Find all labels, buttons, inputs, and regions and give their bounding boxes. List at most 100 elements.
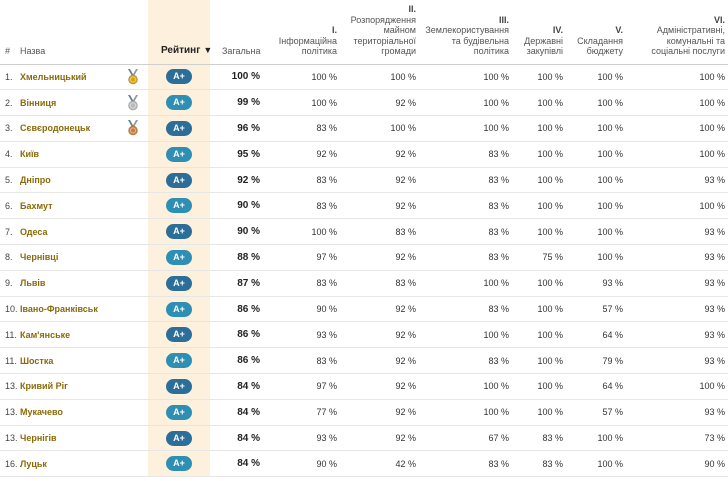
- policy-4-score: 75 %: [542, 252, 563, 263]
- header-policy-5[interactable]: V. Складання бюджету: [566, 0, 626, 65]
- policy-numeral: V.: [615, 25, 623, 35]
- table-row[interactable]: 1. Хмельницький A+ 100 % 100 % 100 % 100 % 100 …: [0, 64, 728, 90]
- policy-6-score: 93 %: [704, 329, 725, 340]
- policy-title: Складання бюджету: [577, 35, 623, 57]
- city-name-link[interactable]: Сєвєродонецьк: [20, 123, 91, 134]
- city-cell[interactable]: Вінниця: [18, 90, 118, 116]
- city-cell[interactable]: Луцьк: [18, 451, 118, 477]
- city-name-link[interactable]: Івано-Франківськ: [20, 304, 98, 315]
- total-score: 84 %: [237, 432, 260, 444]
- header-policy-2[interactable]: II. Розпорядження майном територіальної г…: [340, 0, 419, 65]
- city-name-link[interactable]: Шостка: [20, 355, 54, 366]
- rating-cell: A+: [148, 89, 210, 116]
- table-row[interactable]: 5. Дніпро A+ 92 % 83 % 92 % 83 % 100 % 100 % 93 %: [0, 167, 728, 193]
- medal-cell: [118, 141, 148, 167]
- table-row[interactable]: 8. Чернівці A+ 88 % 97 % 92 % 83 % 75 % 100 % 93 …: [0, 244, 728, 271]
- policy-5-score: 64 %: [602, 381, 623, 392]
- policy-4-score: 100 %: [537, 97, 563, 108]
- medal-cell: [118, 374, 148, 400]
- rating-badge: A+: [166, 249, 192, 265]
- header-rating[interactable]: Рейтинг ▼: [148, 0, 213, 65]
- city-name-link[interactable]: Мукачево: [20, 407, 63, 418]
- table-row[interactable]: 3. Сєвєродонецьк A+ 96 % 83 % 100 % 100 % 100 %…: [0, 115, 728, 142]
- city-cell[interactable]: Хмельницький: [18, 64, 118, 90]
- policy-3-score: 83 %: [488, 458, 509, 469]
- city-cell[interactable]: Дніпро: [18, 167, 118, 193]
- table-row[interactable]: 11. Кам'янське A+ 86 % 93 % 92 % 100 % 100 % 64 …: [0, 321, 728, 348]
- header-policy-3[interactable]: III. Землекористування та будівельна полі…: [419, 0, 512, 65]
- city-cell[interactable]: Кривий Ріг: [18, 374, 118, 400]
- medal-cell: [118, 270, 148, 296]
- city-cell[interactable]: Бахмут: [18, 193, 118, 219]
- city-name-link[interactable]: Луцьк: [20, 458, 47, 469]
- table-row[interactable]: 6. Бахмут A+ 90 % 83 % 92 % 83 % 100 % 100 % 100 …: [0, 192, 728, 219]
- table-row[interactable]: 2. Вінниця A+ 99 % 100 % 92 % 100 % 100 % 100 % 1…: [0, 89, 728, 116]
- row-rank: 5.: [5, 175, 13, 186]
- table-row[interactable]: 13. Чернігів A+ 84 % 93 % 92 % 67 % 83 % 100 % 73…: [0, 425, 728, 451]
- city-name-link[interactable]: Львів: [20, 278, 46, 289]
- medal-cell: [118, 245, 148, 271]
- total-score: 96 %: [237, 122, 260, 134]
- policy-1-score: 83 %: [316, 200, 337, 211]
- city-name-link[interactable]: Вінниця: [20, 97, 57, 108]
- policy-2-score: 92 %: [395, 355, 416, 366]
- policy-3-score: 67 %: [488, 433, 509, 444]
- total-score: 92 %: [237, 174, 260, 186]
- city-name-link[interactable]: Кам'янське: [20, 329, 71, 340]
- table-row[interactable]: 13. Мукачево A+ 84 % 77 % 92 % 100 % 100 % 57 % 9…: [0, 399, 728, 426]
- policy-1-score: 90 %: [316, 458, 337, 469]
- city-name-link[interactable]: Чернівці: [20, 252, 59, 263]
- row-rank: 6.: [5, 200, 13, 211]
- city-name-link[interactable]: Бахмут: [20, 200, 53, 211]
- policy-4-score: 100 %: [537, 355, 563, 366]
- policy-5-score: 64 %: [602, 329, 623, 340]
- city-name-link[interactable]: Київ: [20, 149, 40, 160]
- city-cell[interactable]: Івано-Франківськ: [18, 296, 118, 322]
- table-row[interactable]: 13. Кривий Ріг A+ 84 % 97 % 92 % 100 % 100 % 64 …: [0, 373, 728, 400]
- medal-cell: [118, 399, 148, 425]
- city-name-link[interactable]: Кривий Ріг: [20, 381, 68, 392]
- city-name-link[interactable]: Чернігів: [20, 433, 57, 444]
- policy-numeral: II.: [408, 4, 416, 14]
- city-cell[interactable]: Кам'янське: [18, 322, 118, 348]
- table-row[interactable]: 9. Львів A+ 87 % 83 % 83 % 100 % 100 % 93 % 93 %: [0, 270, 728, 297]
- city-cell[interactable]: Одеса: [18, 219, 118, 245]
- table-row[interactable]: 16. Луцьк A+ 84 % 90 % 42 % 83 % 83 % 100 % 90 %: [0, 450, 728, 477]
- city-cell[interactable]: Мукачево: [18, 399, 118, 425]
- policy-2-score: 100 %: [390, 71, 416, 82]
- policy-6-score: 93 %: [704, 226, 725, 237]
- header-policy-1[interactable]: I. Інформаційна політика: [268, 0, 340, 65]
- city-name-link[interactable]: Одеса: [20, 226, 48, 237]
- rating-title[interactable]: Рейтинг: [161, 45, 201, 56]
- rating-cell: A+: [148, 296, 210, 322]
- sort-desc-icon[interactable]: ▼: [203, 45, 213, 55]
- city-cell[interactable]: Чернігів: [18, 425, 118, 451]
- policy-6-score: 100 %: [699, 149, 725, 160]
- city-cell[interactable]: Чернівці: [18, 245, 118, 271]
- city-name-link[interactable]: Дніпро: [20, 175, 51, 186]
- table-row[interactable]: 7. Одеса A+ 90 % 100 % 83 % 83 % 100 % 100 % 93 %: [0, 218, 728, 245]
- policy-1-score: 83 %: [316, 175, 337, 186]
- policy-5-score: 100 %: [597, 252, 623, 263]
- city-cell[interactable]: Львів: [18, 270, 118, 296]
- row-rank: 16.: [5, 458, 18, 469]
- table-row[interactable]: 11. Шостка A+ 86 % 83 % 92 % 83 % 100 % 79 % 93 %: [0, 347, 728, 374]
- city-name-link[interactable]: Хмельницький: [20, 71, 87, 82]
- table-row[interactable]: 10. Івано-Франківськ A+ 86 % 90 % 92 % 83 % 100…: [0, 296, 728, 322]
- city-cell[interactable]: Київ: [18, 141, 118, 167]
- rating-badge: A+: [166, 275, 192, 291]
- city-cell[interactable]: Шостка: [18, 348, 118, 374]
- header-policy-6[interactable]: VI. Адміністративні, комунальні та соціал…: [626, 0, 728, 65]
- table-row[interactable]: 4. Київ A+ 95 % 92 % 92 % 83 % 100 % 100 % 100 %: [0, 141, 728, 168]
- policy-4-score: 100 %: [537, 175, 563, 186]
- row-rank: 3.: [5, 123, 13, 134]
- policy-6-score: 93 %: [704, 278, 725, 289]
- header-policy-4[interactable]: IV. Державні закупівлі: [512, 0, 566, 65]
- policy-6-score: 100 %: [699, 123, 725, 134]
- city-cell[interactable]: Сєвєродонецьк: [18, 116, 118, 142]
- policy-5-score: 100 %: [597, 149, 623, 160]
- header-total[interactable]: Загальна: [210, 0, 268, 65]
- policy-4-score: 83 %: [542, 433, 563, 444]
- header-name[interactable]: Назва: [18, 0, 118, 65]
- policy-4-score: 100 %: [537, 407, 563, 418]
